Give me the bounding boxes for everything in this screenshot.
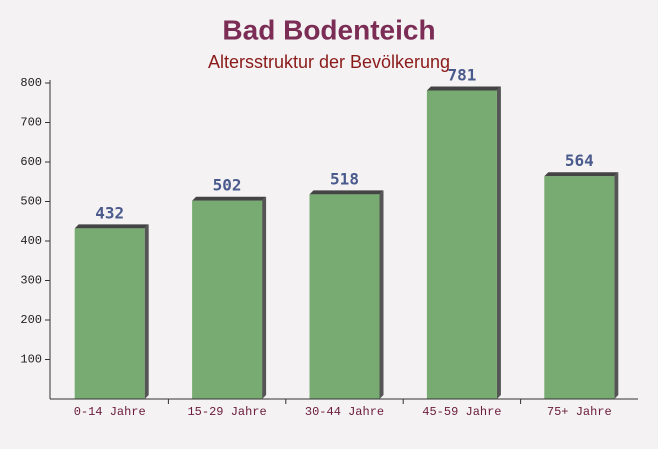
bar-shadow xyxy=(496,86,501,399)
value-label: 781 xyxy=(447,66,476,85)
bar-shadow xyxy=(144,224,149,399)
chart-title: Bad Bodenteich xyxy=(222,14,435,45)
x-tick-label: 15-29 Jahre xyxy=(187,405,266,419)
x-tick-label: 0-14 Jahre xyxy=(74,405,146,419)
value-label: 518 xyxy=(330,169,359,188)
plot-area: 100 200 300 400 500 600 700 800 0-14 Jahre 432 15-… xyxy=(20,66,619,419)
bar-shadow xyxy=(74,224,149,229)
bar xyxy=(544,176,615,399)
x-tick-label: 30-44 Jahre xyxy=(305,405,384,419)
bar-shadow xyxy=(426,86,501,91)
value-label: 432 xyxy=(95,203,124,222)
x-tick-label: 45-59 Jahre xyxy=(422,405,501,419)
bar xyxy=(74,228,145,399)
bar xyxy=(426,90,497,399)
y-tick-label: 500 xyxy=(20,195,42,209)
y-tick-label: 200 xyxy=(20,313,42,327)
bar-shadow xyxy=(262,196,267,399)
bar xyxy=(309,194,380,399)
y-tick-label: 700 xyxy=(20,116,42,130)
y-tick-label: 600 xyxy=(20,155,42,169)
x-tick-label: 75+ Jahre xyxy=(547,405,612,419)
y-tick-label: 100 xyxy=(20,353,42,367)
bar-shadow xyxy=(309,190,384,195)
value-label: 564 xyxy=(565,151,594,170)
y-tick-label: 400 xyxy=(20,234,42,248)
y-tick-label: 800 xyxy=(20,76,42,90)
y-tick-label: 300 xyxy=(20,274,42,288)
bar-shadow xyxy=(544,172,619,177)
value-label: 502 xyxy=(213,176,242,195)
bar-shadow xyxy=(614,172,619,399)
bar-shadow xyxy=(192,196,267,201)
bar-shadow xyxy=(379,190,384,399)
chart-subtitle: Altersstruktur der Bevölkerung xyxy=(208,52,450,72)
bar xyxy=(192,200,263,399)
